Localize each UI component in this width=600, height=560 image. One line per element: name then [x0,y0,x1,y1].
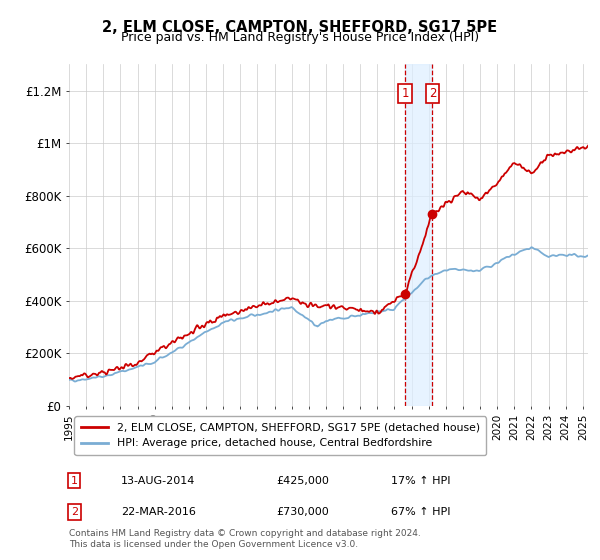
Text: £425,000: £425,000 [277,475,329,486]
Text: Contains HM Land Registry data © Crown copyright and database right 2024.
This d: Contains HM Land Registry data © Crown c… [69,529,421,549]
Text: £730,000: £730,000 [277,507,329,517]
Text: 2: 2 [429,87,436,100]
Bar [405,64,433,405]
Text: 22-MAR-2016: 22-MAR-2016 [121,507,196,517]
Legend: 2, ELM CLOSE, CAMPTON, SHEFFORD, SG17 5PE (detached house), HPI: Average price, : 2, ELM CLOSE, CAMPTON, SHEFFORD, SG17 5P… [74,417,486,455]
Text: 1: 1 [71,475,77,486]
Text: 1: 1 [401,87,409,100]
Text: 2, ELM CLOSE, CAMPTON, SHEFFORD, SG17 5PE: 2, ELM CLOSE, CAMPTON, SHEFFORD, SG17 5P… [103,20,497,35]
Text: 2: 2 [71,507,78,517]
Text: 17% ↑ HPI: 17% ↑ HPI [391,475,450,486]
Text: Price paid vs. HM Land Registry's House Price Index (HPI): Price paid vs. HM Land Registry's House … [121,31,479,44]
Text: 13-AUG-2014: 13-AUG-2014 [121,475,195,486]
Text: 67% ↑ HPI: 67% ↑ HPI [391,507,450,517]
